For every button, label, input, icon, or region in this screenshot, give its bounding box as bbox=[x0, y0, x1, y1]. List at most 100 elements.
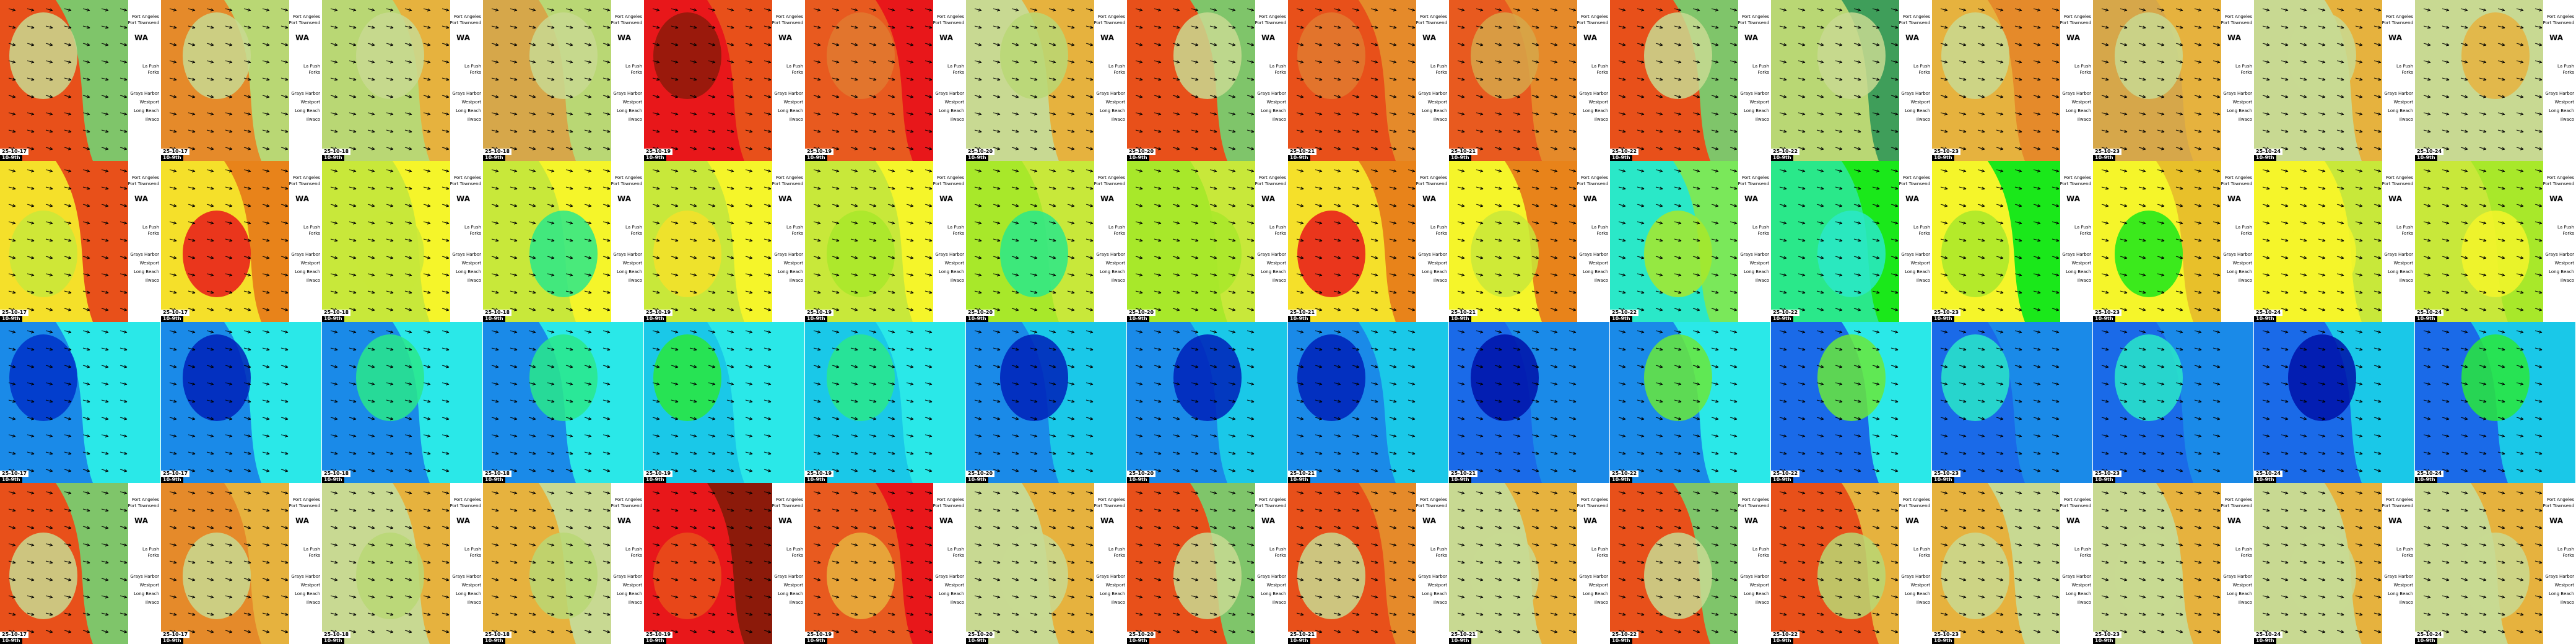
direction-arrow bbox=[64, 221, 72, 224]
direction-arrowhead bbox=[2445, 273, 2450, 277]
map-tile-wave-height[interactable]: WA Port Angeles Port Townsend La Push Forks G… bbox=[1449, 0, 1610, 161]
direction-arrowhead bbox=[1999, 256, 2004, 259]
direction-arrowhead bbox=[2501, 129, 2505, 133]
direction-arrow bbox=[1247, 129, 1255, 133]
direction-arrow bbox=[869, 43, 877, 46]
direction-arrow bbox=[2262, 112, 2270, 115]
map-tile-wave-height[interactable]: WA Port Angeles Port Townsend La Push Forks G… bbox=[483, 0, 644, 161]
direction-arrow bbox=[330, 238, 338, 242]
map-tile-wave-period[interactable]: WA Port Angeles Port Townsend La Push Forks G… bbox=[1932, 161, 2093, 322]
direction-arrow bbox=[1872, 238, 1880, 242]
direction-arrowhead bbox=[1622, 186, 1626, 190]
direction-arrow bbox=[330, 417, 338, 420]
direction-arrow bbox=[225, 256, 233, 259]
map-tile-surface-current[interactable]: 25-10-18 10-9th bbox=[483, 322, 644, 483]
map-tile-wave-height[interactable]: WA Port Angeles Port Townsend La Push Forks G… bbox=[2093, 0, 2254, 161]
map-tile-wave-height[interactable]: WA Port Angeles Port Townsend La Push Forks G… bbox=[161, 0, 322, 161]
direction-arrow bbox=[745, 290, 753, 294]
map-tile-wave-period[interactable]: WA Port Angeles Port Townsend La Push Forks G… bbox=[483, 161, 644, 322]
map-tile-wave-height[interactable]: WA Port Angeles Port Townsend La Push Forks G… bbox=[2254, 0, 2415, 161]
map-tile-wave-height[interactable]: WA Port Angeles Port Townsend La Push Forks G… bbox=[1932, 0, 2093, 161]
direction-arrowhead bbox=[408, 129, 412, 133]
map-tile-wave-period[interactable]: WA Port Angeles Port Townsend La Push Forks G… bbox=[966, 161, 1127, 322]
map-tile-wave-period[interactable]: WA Port Angeles Port Townsend La Push Forks G… bbox=[1127, 161, 1288, 322]
direction-arrow bbox=[813, 8, 821, 11]
direction-arrowhead bbox=[1374, 43, 1378, 46]
map-tile-surface-current[interactable]: 25-10-18 10-9th bbox=[322, 322, 483, 483]
direction-arrow bbox=[584, 147, 592, 150]
direction-arrow bbox=[1030, 112, 1038, 115]
direction-arrow bbox=[281, 365, 289, 368]
direction-arrowhead bbox=[1554, 43, 1558, 46]
direction-arrow bbox=[1296, 221, 1304, 224]
direction-arrow bbox=[2281, 43, 2289, 46]
direction-arrowhead bbox=[1944, 169, 1948, 173]
map-tile-wave-height[interactable]: WA Port Angeles Port Townsend La Push Forks G… bbox=[1288, 0, 1449, 161]
forecast-date: 25-10-17 bbox=[161, 310, 190, 316]
map-tile-wave-period[interactable]: WA Port Angeles Port Townsend La Push Forks G… bbox=[644, 161, 805, 322]
map-tile-wave-period[interactable]: WA Port Angeles Port Townsend La Push Forks G… bbox=[2254, 161, 2415, 322]
direction-arrowhead bbox=[427, 238, 431, 242]
direction-arrowhead bbox=[1374, 95, 1378, 98]
map-tile-wave-period[interactable]: WA Port Angeles Port Townsend La Push Forks G… bbox=[161, 161, 322, 322]
map-tile-wave-height[interactable]: WA Port Angeles Port Townsend La Push Forks G… bbox=[2415, 0, 2576, 161]
map-tile-wave-period[interactable]: WA Port Angeles Port Townsend La Push Forks G… bbox=[1449, 161, 1610, 322]
map-tile-wave-period[interactable]: WA Port Angeles Port Townsend La Push Forks G… bbox=[1288, 161, 1449, 322]
direction-arrowhead bbox=[2359, 221, 2363, 225]
direction-arrow bbox=[1779, 95, 1787, 98]
map-tile-wave-height[interactable]: WA Port Angeles Port Townsend La Push Forks G… bbox=[1127, 0, 1288, 161]
map-tile-surface-current[interactable]: 25-10-17 10-9th bbox=[161, 322, 322, 483]
direction-arrow bbox=[689, 290, 697, 294]
direction-arrow bbox=[584, 330, 592, 333]
direction-arrowhead bbox=[1461, 60, 1465, 64]
map-tile-wave-height[interactable]: WA Port Angeles Port Townsend La Push Forks G… bbox=[644, 0, 805, 161]
map-tile-wave-period[interactable]: WA Port Angeles Port Townsend La Push Forks G… bbox=[1610, 161, 1771, 322]
direction-arrow bbox=[1674, 169, 1682, 172]
town-label: Grays Harbor bbox=[1740, 252, 1769, 257]
town-label: Grays Harbor bbox=[2223, 252, 2252, 257]
direction-arrow bbox=[1891, 186, 1899, 189]
direction-arrowhead bbox=[1535, 25, 1539, 29]
land-area bbox=[2060, 161, 2092, 322]
map-tile-wave-period[interactable]: WA Port Angeles Port Townsend La Push Forks G… bbox=[2093, 161, 2254, 322]
map-tile-wave-height[interactable]: WA Port Angeles Port Townsend La Push Forks G… bbox=[0, 0, 161, 161]
map-tile-wave-period[interactable]: WA Port Angeles Port Townsend La Push Forks G… bbox=[0, 161, 161, 322]
direction-arrowhead bbox=[2018, 129, 2022, 133]
map-tile-wave-height[interactable]: WA Port Angeles Port Townsend La Push Forks G… bbox=[966, 0, 1127, 161]
direction-arrowhead bbox=[2464, 43, 2468, 46]
direction-arrowhead bbox=[427, 256, 431, 259]
direction-arrowhead bbox=[2520, 204, 2524, 207]
map-tile-wave-height[interactable]: WA Port Angeles Port Townsend La Push Forks G… bbox=[1771, 0, 1932, 161]
map-tile-wave-height[interactable]: WA Port Angeles Port Townsend La Push Forks G… bbox=[322, 0, 483, 161]
direction-arrowhead bbox=[1981, 256, 1985, 259]
map-tile-wave-period[interactable]: WA Port Angeles Port Townsend La Push Forks G… bbox=[1771, 161, 1932, 322]
direction-arrow bbox=[27, 308, 35, 311]
direction-arrowhead bbox=[2142, 169, 2146, 173]
map-tile-wave-period[interactable]: WA Port Angeles Port Townsend La Push Forks G… bbox=[805, 161, 966, 322]
direction-arrow bbox=[1513, 43, 1521, 46]
direction-arrow bbox=[2442, 25, 2450, 28]
direction-arrow bbox=[2194, 273, 2202, 276]
map-tile-wave-height[interactable]: WA Port Angeles Port Townsend La Push Forks G… bbox=[1610, 0, 1771, 161]
map-tile-wave-height[interactable]: WA Port Angeles Port Townsend La Push Forks G… bbox=[805, 0, 966, 161]
direction-arrowhead bbox=[105, 204, 109, 207]
direction-arrow bbox=[45, 382, 53, 385]
direction-arrow bbox=[206, 95, 214, 98]
direction-arrowhead bbox=[1554, 204, 1558, 207]
colour-field bbox=[161, 322, 321, 483]
map-tile-wave-period[interactable]: WA Port Angeles Port Townsend La Push Forks G… bbox=[322, 161, 483, 322]
direction-arrow bbox=[974, 60, 982, 63]
direction-arrow bbox=[1011, 186, 1019, 189]
map-tile-wave-period[interactable]: WA Port Angeles Port Townsend La Push Forks G… bbox=[2415, 161, 2576, 322]
map-tile-surface-current[interactable]: 25-10-17 10-9th bbox=[0, 322, 161, 483]
direction-arrowhead bbox=[191, 112, 196, 116]
direction-arrow bbox=[2336, 169, 2344, 172]
direction-arrow bbox=[2299, 273, 2307, 276]
direction-arrow bbox=[1550, 256, 1558, 259]
direction-arrowhead bbox=[1801, 273, 1806, 277]
town-label: Long Beach bbox=[617, 269, 642, 274]
direction-arrow bbox=[8, 204, 16, 207]
direction-arrow bbox=[243, 95, 251, 98]
direction-arrow bbox=[2157, 112, 2165, 115]
direction-arrow bbox=[764, 221, 772, 224]
